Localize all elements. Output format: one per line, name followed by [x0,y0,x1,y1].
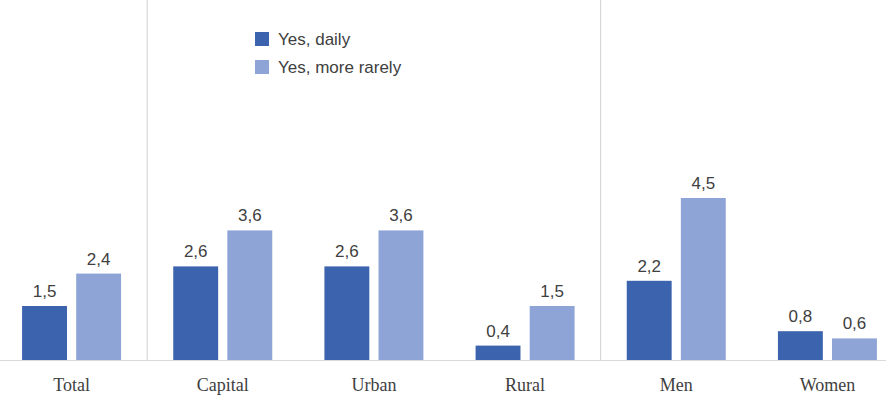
data-label: 4,5 [691,174,715,193]
bar [379,230,424,360]
data-label: 2,6 [335,242,359,261]
x-axis-line [0,360,886,361]
group-separator [147,0,148,360]
data-label: 0,6 [843,314,867,333]
x-tick-label: Women [800,375,856,395]
data-labels: 1,5 2,6 2,6 0,4 2,2 0,8 [33,242,812,340]
x-tick: Men [660,360,693,395]
bar [476,346,521,360]
x-axis: Total Capital Urban Rural Men Women [0,360,886,395]
bar [832,338,877,360]
x-tick: Capital [197,360,249,395]
legend: Yes, daily Yes, more rarely [255,30,402,77]
data-label: 1,5 [540,282,564,301]
legend-item: Yes, more rarely [255,58,402,77]
data-label: 2,6 [184,242,208,261]
x-tick-label: Men [660,375,693,395]
bar [173,266,218,360]
x-tick: Total [53,360,90,395]
data-label: 3,6 [238,206,262,225]
bar [681,198,726,360]
x-tick-label: Urban [351,375,396,395]
data-label: 2,2 [637,257,661,276]
data-label: 0,8 [789,307,813,326]
legend-swatch [255,60,269,74]
chart-svg: 1,5 2,6 2,6 0,4 2,2 0,8 2,4 3,6 3,6 1,5 4,5 0,6 Tota… [0,0,886,405]
bar [76,274,121,360]
plot-area [22,198,877,360]
legend-swatch [255,32,269,46]
x-tick: Urban [351,360,396,395]
bar [227,230,272,360]
x-tick: Rural [505,360,545,395]
x-tick: Women [800,360,856,395]
data-label: 1,5 [33,282,57,301]
chart-container: 1,5 2,6 2,6 0,4 2,2 0,8 2,4 3,6 3,6 1,5 4,5 0,6 Tota… [0,0,886,405]
legend-label: Yes, daily [278,30,351,49]
legend-item: Yes, daily [255,30,351,49]
x-tick-label: Capital [197,375,249,395]
data-labels: 2,4 3,6 3,6 1,5 4,5 0,6 [87,174,866,333]
legend-label: Yes, more rarely [278,58,402,77]
bar [627,281,672,360]
data-label: 3,6 [389,206,413,225]
bar [778,331,823,360]
bar [324,266,369,360]
bar [530,306,575,360]
group-separator [600,0,601,360]
bar-series [76,198,877,360]
x-tick-label: Rural [505,375,545,395]
x-tick-label: Total [53,375,90,395]
data-label: 2,4 [87,250,111,269]
data-label: 0,4 [486,322,510,341]
bar [22,306,67,360]
